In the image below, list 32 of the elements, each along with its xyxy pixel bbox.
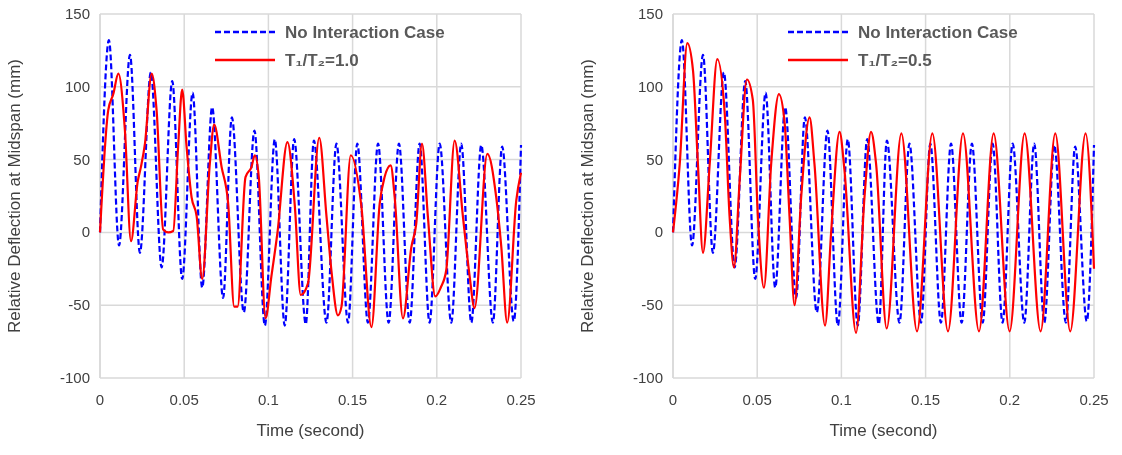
x-tick-label: 0.05 bbox=[742, 391, 772, 408]
x-tick-label: 0.2 bbox=[999, 391, 1021, 408]
y-tick-label: 0 bbox=[81, 223, 90, 241]
y-tick-label: 0 bbox=[654, 223, 663, 241]
x-tick-label: 0.15 bbox=[338, 391, 368, 408]
x-tick-label: 0.25 bbox=[506, 391, 536, 408]
y-tick-label: -50 bbox=[641, 296, 663, 314]
y-tick-label: 50 bbox=[646, 150, 663, 168]
legend-label: T₁/T₂=0.5 bbox=[858, 51, 932, 70]
x-tick-label: 0.1 bbox=[257, 391, 279, 408]
y-axis-title: Relative Deflection at Midspan (mm) bbox=[5, 59, 24, 333]
x-tick-label: 0 bbox=[95, 391, 105, 408]
x-tick-label: 0.2 bbox=[426, 391, 448, 408]
x-tick-label: 0.05 bbox=[169, 391, 199, 408]
y-tick-label: 50 bbox=[73, 150, 90, 168]
y-tick-label: 100 bbox=[637, 77, 663, 95]
legend-label: T₁/T₂=1.0 bbox=[285, 51, 359, 70]
y-tick-label: -50 bbox=[68, 296, 90, 314]
legend-label: No Interaction Case bbox=[858, 23, 1018, 42]
y-tick-label: 150 bbox=[637, 5, 663, 22]
y-axis-title: Relative Deflection at Midspan (mm) bbox=[578, 59, 597, 333]
x-tick-label: 0 bbox=[668, 391, 678, 408]
x-axis-title: Time (second) bbox=[829, 421, 938, 440]
y-tick-label: 150 bbox=[64, 5, 90, 22]
x-tick-label: 0.1 bbox=[830, 391, 852, 408]
x-axis-title: Time (second) bbox=[256, 421, 365, 440]
y-tick-label: 100 bbox=[64, 77, 90, 95]
x-tick-label: 0.15 bbox=[911, 391, 941, 408]
y-tick-label: -100 bbox=[59, 369, 90, 386]
y-tick-label: -100 bbox=[632, 369, 663, 386]
x-tick-label: 0.25 bbox=[1079, 391, 1109, 408]
legend-label: No Interaction Case bbox=[285, 23, 445, 42]
